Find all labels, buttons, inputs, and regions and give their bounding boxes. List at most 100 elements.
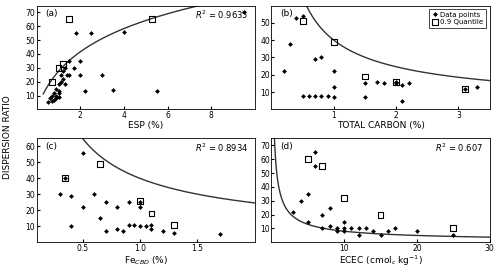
Point xyxy=(330,95,338,99)
Point xyxy=(66,59,74,63)
Point xyxy=(333,226,341,231)
Point xyxy=(340,226,348,231)
Point xyxy=(361,81,369,85)
Point xyxy=(473,85,481,89)
Point xyxy=(362,226,370,231)
Point xyxy=(340,219,348,224)
Point xyxy=(216,232,224,236)
Point xyxy=(354,226,362,231)
Point xyxy=(311,57,319,61)
Point xyxy=(305,93,313,98)
Point xyxy=(318,164,326,168)
X-axis label: ECEC (cmol$_c$ kg$^{-1}$): ECEC (cmol$_c$ kg$^{-1}$) xyxy=(338,254,422,269)
Point xyxy=(113,227,121,232)
Point xyxy=(340,196,348,200)
Point xyxy=(148,17,156,22)
Point xyxy=(120,30,128,34)
Point xyxy=(159,229,167,233)
Point xyxy=(370,229,378,233)
Point xyxy=(318,212,326,217)
Point xyxy=(330,69,338,73)
Text: (c): (c) xyxy=(46,142,58,151)
Point xyxy=(460,86,468,91)
X-axis label: Fe$_{CBD}$ (%): Fe$_{CBD}$ (%) xyxy=(124,254,168,267)
Point xyxy=(87,31,95,35)
Text: $R^2$ = 0.8936: $R^2$ = 0.8936 xyxy=(430,9,483,21)
Point xyxy=(59,77,67,81)
Point xyxy=(392,79,400,84)
Point xyxy=(311,93,319,98)
Text: (b): (b) xyxy=(280,9,293,18)
Point xyxy=(67,224,75,229)
Point xyxy=(413,229,421,233)
Point xyxy=(66,17,74,22)
Point xyxy=(52,93,60,98)
Point xyxy=(54,95,62,99)
Point xyxy=(56,79,64,84)
Text: $R^2$ = 0.8934: $R^2$ = 0.8934 xyxy=(195,142,248,154)
Point xyxy=(59,61,67,66)
Point xyxy=(48,93,56,98)
Point xyxy=(72,31,80,35)
Point xyxy=(78,205,86,209)
Point xyxy=(298,19,306,23)
Point xyxy=(98,73,106,77)
Point xyxy=(286,41,294,46)
Point xyxy=(330,40,338,44)
Point xyxy=(290,210,298,214)
Point xyxy=(391,226,399,231)
Point xyxy=(298,93,306,98)
Point xyxy=(136,224,144,229)
Point xyxy=(311,150,319,155)
Point xyxy=(404,81,412,85)
Point xyxy=(52,86,60,91)
Point xyxy=(361,74,369,79)
Point xyxy=(392,81,400,85)
Point xyxy=(449,233,457,238)
Point xyxy=(280,69,288,73)
Point xyxy=(326,206,334,210)
Point xyxy=(311,164,319,168)
Point xyxy=(152,89,160,93)
Text: $R^2$ = 0.9635: $R^2$ = 0.9635 xyxy=(195,9,248,21)
Point xyxy=(96,162,104,166)
Point xyxy=(296,199,304,203)
Point xyxy=(56,73,64,77)
Legend: Data points, 0.9 Quantile: Data points, 0.9 Quantile xyxy=(429,9,486,28)
Text: DISPERSION RATIO: DISPERSION RATIO xyxy=(2,95,12,179)
Point xyxy=(361,95,369,99)
Point xyxy=(304,192,312,196)
Point xyxy=(54,90,62,95)
Point xyxy=(240,10,248,15)
Point xyxy=(304,157,312,161)
Point xyxy=(54,66,62,70)
Point xyxy=(392,79,400,84)
Point xyxy=(48,99,56,103)
Point xyxy=(48,79,56,84)
Point xyxy=(148,222,156,227)
X-axis label: ESP (%): ESP (%) xyxy=(128,121,164,130)
Point xyxy=(76,73,84,77)
Point xyxy=(52,96,60,101)
Point xyxy=(136,205,144,209)
Point xyxy=(46,96,54,101)
Point xyxy=(54,89,62,93)
Point xyxy=(66,73,74,77)
Point xyxy=(56,192,64,196)
Point xyxy=(61,66,69,70)
Point xyxy=(142,224,150,229)
Text: (d): (d) xyxy=(280,142,293,151)
Point xyxy=(374,79,382,84)
Point xyxy=(109,88,117,92)
Text: (a): (a) xyxy=(46,9,58,18)
Point xyxy=(330,85,338,89)
Point xyxy=(119,229,127,233)
Point xyxy=(50,90,58,95)
Point xyxy=(70,66,78,70)
Point xyxy=(80,89,88,93)
Point xyxy=(67,194,75,198)
Point xyxy=(324,93,332,98)
Point xyxy=(384,229,392,233)
Point xyxy=(376,212,384,217)
Point xyxy=(124,222,132,227)
